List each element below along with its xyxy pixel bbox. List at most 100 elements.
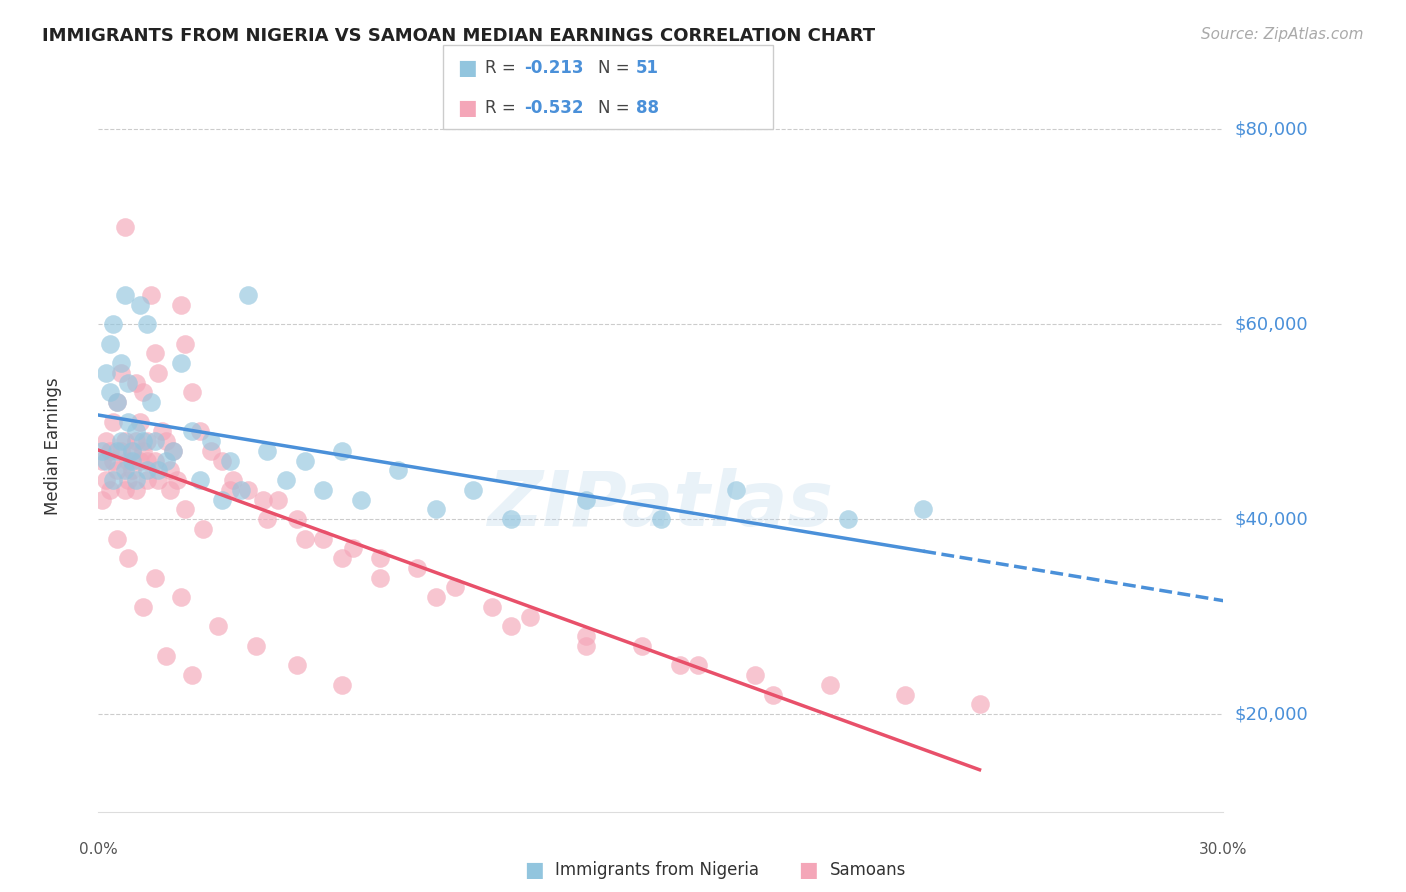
Point: [218, 453, 240, 467]
Point: [128, 453, 150, 467]
Point: [91, 443, 114, 458]
Text: IMMIGRANTS FROM NIGERIA VS SAMOAN MEDIAN EARNINGS CORRELATION CHART: IMMIGRANTS FROM NIGERIA VS SAMOAN MEDIAN…: [42, 27, 876, 45]
Text: -0.532: -0.532: [524, 99, 583, 117]
Point: [117, 415, 139, 429]
Point: [762, 688, 785, 702]
Point: [285, 512, 308, 526]
Point: [121, 443, 143, 458]
Point: [387, 463, 409, 477]
Point: [312, 483, 335, 497]
Point: [170, 356, 193, 370]
Point: [499, 619, 522, 633]
Point: [136, 434, 159, 449]
Point: [136, 317, 159, 331]
Point: [274, 473, 297, 487]
Text: $20,000: $20,000: [1234, 706, 1308, 723]
Point: [159, 483, 181, 497]
Point: [350, 492, 373, 507]
Text: 51: 51: [636, 60, 658, 78]
Point: [218, 483, 240, 497]
Point: [425, 590, 447, 604]
Text: ZIPatlas: ZIPatlas: [488, 467, 834, 541]
Point: [148, 366, 170, 380]
Point: [132, 385, 155, 400]
Point: [575, 629, 598, 643]
Point: [181, 385, 204, 400]
Point: [110, 443, 132, 458]
Point: [117, 473, 139, 487]
Point: [125, 425, 148, 439]
Point: [481, 599, 503, 614]
Point: [330, 551, 353, 566]
Point: [170, 590, 193, 604]
Point: [155, 434, 177, 449]
Point: [91, 453, 114, 467]
Text: R =: R =: [485, 60, 522, 78]
Point: [105, 395, 128, 409]
Point: [110, 366, 132, 380]
Point: [575, 639, 598, 653]
Point: [132, 434, 155, 449]
Text: ■: ■: [457, 98, 477, 118]
Point: [368, 551, 391, 566]
Point: [143, 453, 166, 467]
Point: [132, 599, 155, 614]
Point: [443, 581, 465, 595]
Point: [128, 415, 150, 429]
Point: [330, 443, 353, 458]
Point: [724, 483, 747, 497]
Point: [312, 532, 335, 546]
Point: [110, 434, 132, 449]
Point: [744, 668, 766, 682]
Point: [368, 571, 391, 585]
Point: [173, 502, 195, 516]
Point: [132, 443, 155, 458]
Point: [650, 512, 672, 526]
Point: [114, 463, 136, 477]
Point: [155, 453, 177, 467]
Text: 88: 88: [636, 99, 658, 117]
Point: [150, 425, 173, 439]
Point: [170, 297, 193, 311]
Text: ■: ■: [799, 860, 818, 880]
Point: [207, 619, 229, 633]
Point: [125, 483, 148, 497]
Text: R =: R =: [485, 99, 522, 117]
Text: $80,000: $80,000: [1234, 120, 1308, 138]
Point: [688, 658, 710, 673]
Point: [148, 473, 170, 487]
Point: [342, 541, 364, 556]
Point: [188, 473, 211, 487]
Text: Immigrants from Nigeria: Immigrants from Nigeria: [555, 861, 759, 879]
Point: [294, 532, 316, 546]
Text: $40,000: $40,000: [1234, 510, 1308, 528]
Point: [238, 483, 260, 497]
Point: [128, 297, 150, 311]
Point: [125, 434, 148, 449]
Point: [136, 473, 159, 487]
Point: [837, 512, 859, 526]
Point: [136, 463, 159, 477]
Point: [245, 639, 267, 653]
Point: [818, 678, 841, 692]
Point: [136, 453, 159, 467]
Point: [98, 385, 121, 400]
Point: [173, 336, 195, 351]
Point: [252, 492, 274, 507]
Point: [91, 492, 114, 507]
Point: [94, 434, 117, 449]
Point: [162, 443, 184, 458]
Point: [105, 532, 128, 546]
Point: [117, 453, 139, 467]
Text: 30.0%: 30.0%: [1199, 842, 1247, 857]
Point: [105, 463, 128, 477]
Point: [406, 561, 429, 575]
Point: [285, 658, 308, 673]
Point: [969, 698, 991, 712]
Point: [125, 376, 148, 390]
Point: [103, 317, 125, 331]
Point: [117, 376, 139, 390]
Point: [139, 395, 162, 409]
Point: [193, 522, 215, 536]
Point: [121, 443, 143, 458]
